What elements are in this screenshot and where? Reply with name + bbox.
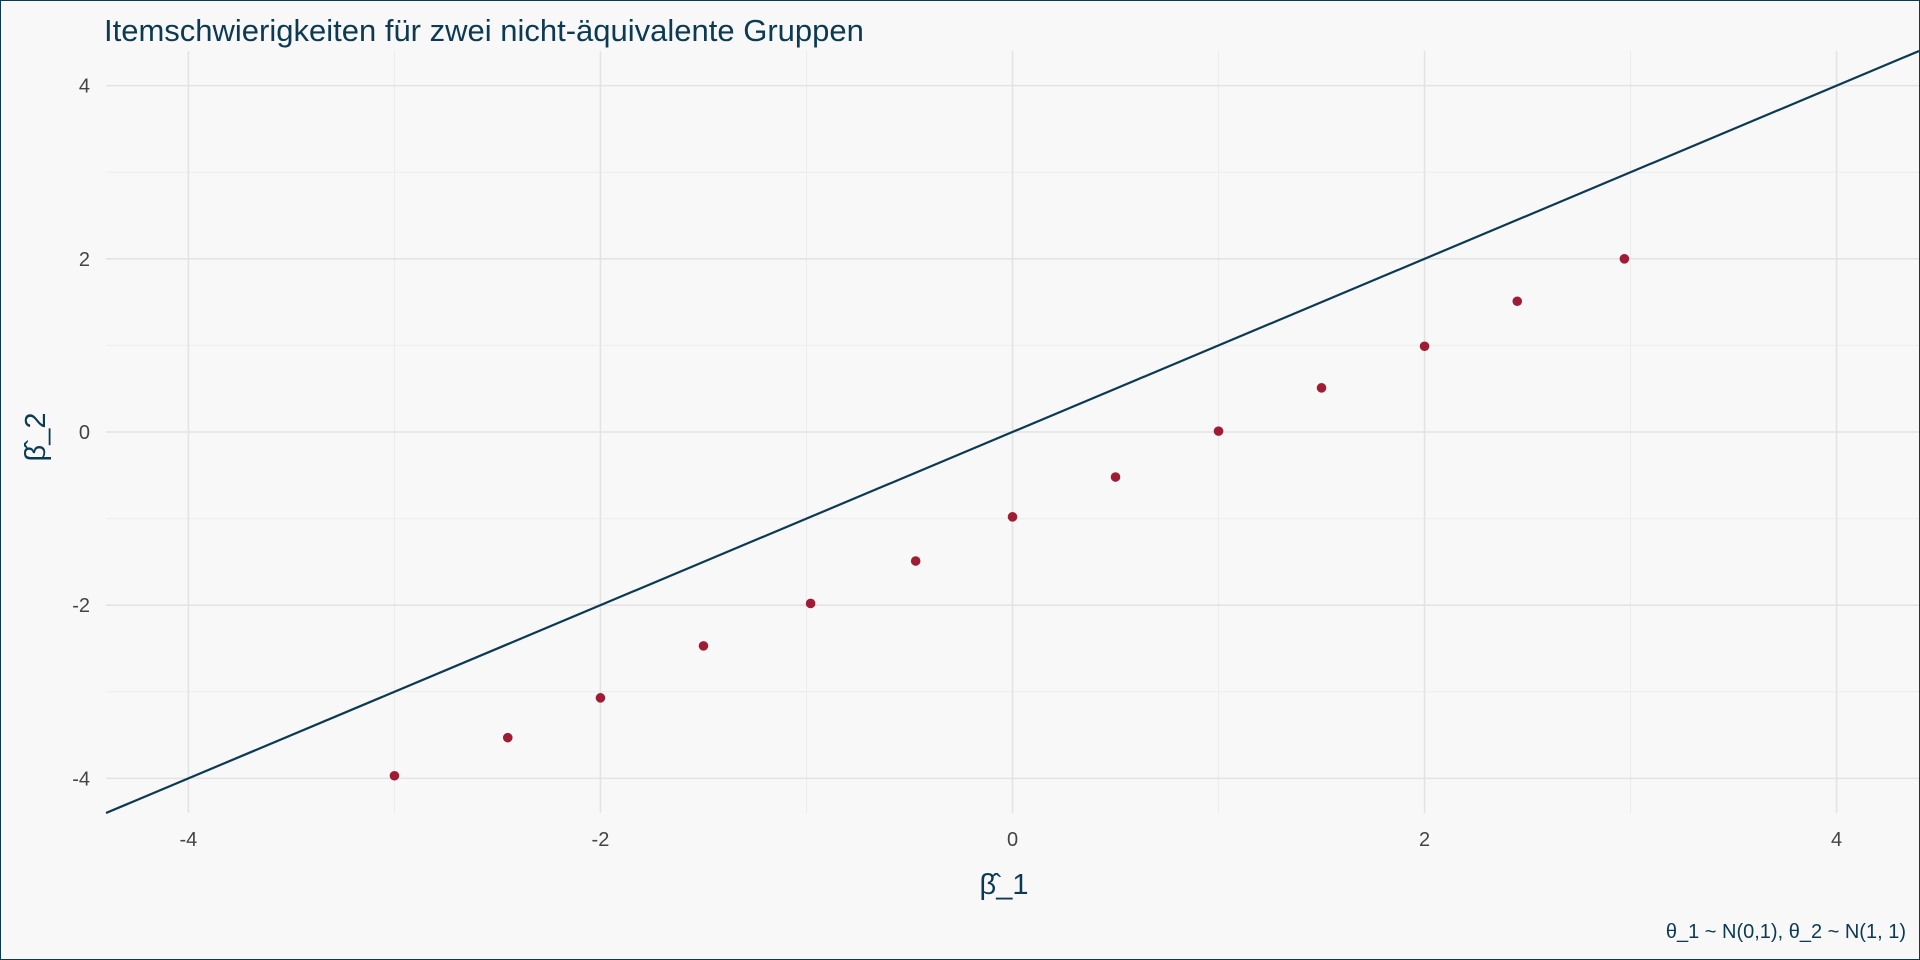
data-point (806, 599, 816, 609)
x-tick-label: 4 (1831, 829, 1842, 851)
data-point (911, 556, 921, 566)
x-tick-label: 2 (1419, 829, 1430, 851)
chart-title: Itemschwierigkeiten für zwei nicht-äquiv… (104, 13, 864, 48)
x-tick-label: -2 (592, 829, 610, 851)
data-point (1620, 254, 1630, 264)
y-axis-title: β̂_2 (20, 413, 52, 462)
y-axis-ticks: -4 -2 0 2 4 (72, 76, 90, 791)
x-axis-ticks: -4 -2 0 2 4 (180, 829, 1843, 851)
x-axis-title: β̂_1 (980, 869, 1029, 901)
data-point (1317, 383, 1327, 393)
data-point (390, 771, 400, 781)
data-point (1214, 426, 1224, 436)
data-point (1512, 296, 1522, 306)
data-point (596, 693, 606, 703)
x-tick-label: 0 (1007, 829, 1018, 851)
data-point (1008, 512, 1018, 522)
data-point (1420, 341, 1430, 351)
x-tick-label: -4 (180, 829, 198, 851)
data-point (503, 733, 513, 743)
y-tick-label: 2 (79, 249, 90, 271)
data-point (699, 641, 709, 651)
y-tick-label: 0 (79, 422, 90, 444)
y-tick-label: -2 (72, 595, 90, 617)
caption: θ_1 ~ N(0,1), θ_2 ~ N(1, 1) (1666, 921, 1906, 943)
y-tick-label: -4 (72, 768, 90, 790)
y-tick-label: 4 (79, 76, 90, 98)
data-point (1111, 472, 1121, 482)
data-points (390, 254, 1630, 781)
